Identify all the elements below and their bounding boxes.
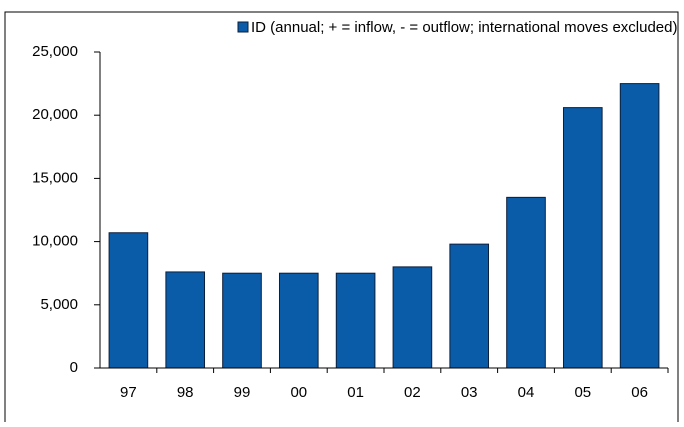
bar [449,243,490,369]
bar [108,232,149,369]
x-tick-label: 01 [347,384,364,401]
x-tick-label: 04 [518,384,535,401]
x-tick-label: 97 [120,384,137,401]
bar [165,271,206,369]
x-tick-label: 00 [290,384,307,401]
y-tick-label: 25,000 [32,43,78,60]
x-tick-label: 06 [631,384,648,401]
y-tick-label: 0 [70,359,78,376]
x-tick-label: 03 [461,384,478,401]
y-tick-label: 20,000 [32,106,78,123]
x-tick-label: 99 [234,384,251,401]
bar [619,83,660,369]
bar [222,272,262,369]
chart-frame [4,11,679,427]
bar [506,196,546,369]
bar [278,272,319,369]
bar [335,272,376,369]
y-tick-label: 15,000 [32,169,78,186]
y-tick-label: 10,000 [32,233,78,250]
x-tick-label: 02 [404,384,421,401]
legend-swatch [237,21,249,33]
x-tick-label: 98 [177,384,194,401]
x-tick-label: 05 [574,384,591,401]
legend-label: ID (annual; + = inflow, - = outflow; int… [251,19,677,36]
bar [562,107,603,369]
bar [392,266,433,369]
y-tick-label: 5,000 [40,296,78,313]
